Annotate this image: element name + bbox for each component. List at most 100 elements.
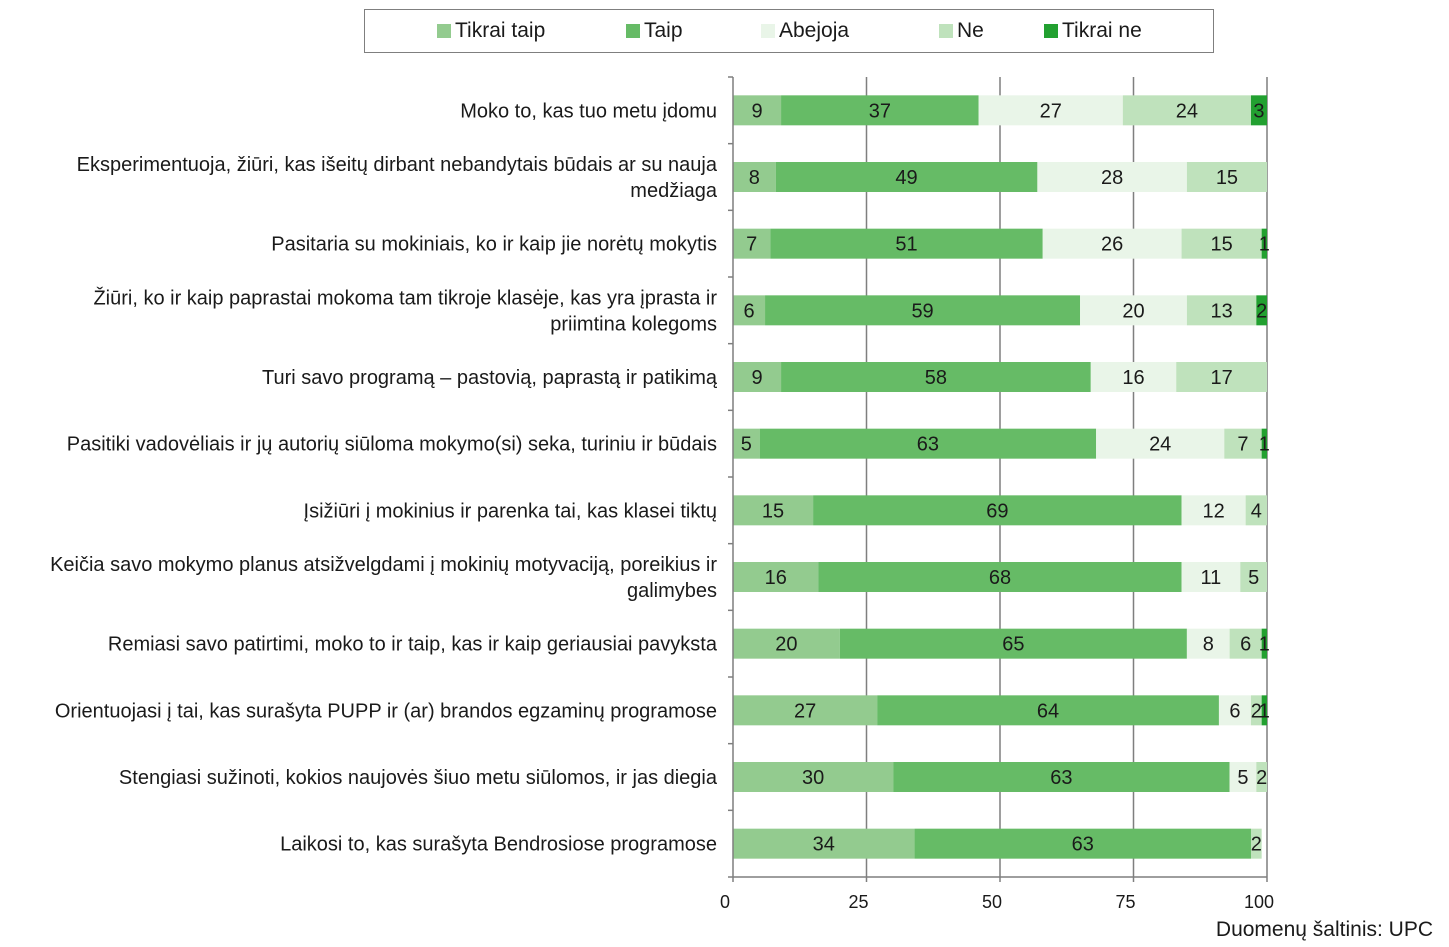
bar-segment [1042, 228, 1182, 259]
bar-segment [1256, 762, 1267, 792]
category-label: Moko to, kas tuo metu įdomu [460, 100, 717, 122]
bar-segment [1176, 362, 1267, 392]
data-label: 2 [1256, 767, 1267, 789]
bar-segment [770, 228, 1043, 259]
legend-label: Taip [644, 19, 683, 42]
data-label: 59 [911, 300, 933, 322]
bar-segment [893, 762, 1230, 792]
legend-item-abejoja: Abejoja [761, 19, 850, 42]
chart-legend: Tikrai taip Taip Abejoja Ne Tikrai ne [364, 9, 1214, 53]
bar-segment [1229, 628, 1262, 659]
source-note: Duomenų šaltinis: UPC [1215, 918, 1433, 941]
bar-segment [1080, 295, 1187, 326]
data-label: 5 [1248, 567, 1259, 589]
bar-segment [733, 495, 814, 526]
x-tick-label: 50 [982, 892, 1002, 912]
bar-segment [1250, 695, 1262, 726]
data-label: 4 [1251, 500, 1262, 522]
bar-segment [1240, 562, 1267, 592]
bar-segment [1037, 162, 1187, 192]
legend-label: Tikrai ne [1062, 19, 1142, 42]
data-label: 58 [925, 367, 947, 389]
data-label: 30 [802, 767, 824, 789]
bar-segment [1186, 628, 1230, 659]
data-label: 3 [1253, 100, 1264, 122]
category-label: Įsižiūri į mokinius ir parenka tai, kas … [304, 500, 717, 522]
category-label: Žiūri, ko ir kaip paprastai mokoma tam t… [93, 286, 717, 335]
category-label: Laikosi to, kas surašyta Bendrosiose pro… [280, 834, 717, 856]
data-label: 49 [895, 167, 917, 189]
data-label: 1 [1259, 634, 1270, 656]
bar-segment [1224, 428, 1262, 459]
bar-segment [765, 295, 1081, 326]
data-label: 24 [1149, 434, 1171, 456]
category-label: Remiasi savo patirtimi, moko to ir taip,… [108, 634, 718, 656]
legend-label: Abejoja [779, 19, 850, 42]
data-label: 34 [813, 834, 835, 856]
bar-segment [914, 828, 1251, 859]
legend-swatch [761, 24, 775, 38]
x-tick-label: 100 [1244, 892, 1274, 912]
data-label: 63 [1050, 767, 1072, 789]
bar-segment [1229, 762, 1257, 792]
data-label: 20 [1122, 300, 1144, 322]
data-label: 15 [1216, 167, 1238, 189]
bar-segment [733, 362, 782, 392]
bar-segment [1261, 228, 1267, 259]
data-label: 1 [1259, 234, 1270, 256]
data-label: 2 [1251, 700, 1262, 722]
data-label: 7 [746, 234, 757, 256]
x-tick-label: 75 [1115, 892, 1135, 912]
data-label: 68 [989, 567, 1011, 589]
bar-segment [781, 95, 979, 126]
bar-segment [1261, 628, 1267, 659]
bar-segment [1090, 362, 1177, 392]
data-label: 5 [741, 434, 752, 456]
data-label: 1 [1259, 700, 1270, 722]
bar-segment [1122, 95, 1251, 126]
data-label: 20 [775, 634, 797, 656]
category-label: Keičia savo mokymo planus atsižvelgdami … [50, 554, 717, 602]
data-label: 5 [1237, 767, 1248, 789]
data-label: 63 [917, 434, 939, 456]
bar-segment [733, 428, 760, 459]
bar-segment [839, 628, 1187, 659]
legend-label: Tikrai taip [455, 19, 546, 42]
category-label: Orientuojasi į tai, kas surašyta PUPP ir… [55, 700, 717, 722]
data-label: 2 [1256, 300, 1267, 322]
data-label: 51 [895, 234, 917, 256]
bar-segment [1181, 228, 1262, 259]
bar-segment [1261, 428, 1267, 459]
legend-swatch [1044, 24, 1058, 38]
category-label: Stengiasi sužinoti, kokios naujovės šiuo… [119, 767, 718, 789]
bar-segment [733, 762, 894, 792]
bar-segment [1245, 495, 1267, 526]
legend-item-taip: Taip [626, 19, 683, 42]
data-label: 69 [986, 500, 1008, 522]
bar-segment [1181, 562, 1241, 592]
bar-segment [813, 495, 1182, 526]
legend-label: Ne [957, 19, 984, 42]
data-label: 12 [1202, 500, 1224, 522]
bar-segment [733, 695, 878, 726]
data-label: 63 [1072, 834, 1094, 856]
data-label: 1 [1259, 434, 1270, 456]
data-label: 16 [1122, 367, 1144, 389]
bar-segment [1181, 495, 1246, 526]
bar-segment [1186, 162, 1267, 192]
bar-segment [1250, 828, 1262, 859]
legend-swatch [437, 24, 451, 38]
x-tick-label: 0 [720, 892, 730, 912]
bar-segment [1096, 428, 1225, 459]
data-label: 27 [794, 700, 816, 722]
data-label: 8 [749, 167, 760, 189]
data-label: 9 [751, 100, 762, 122]
data-label: 13 [1210, 300, 1232, 322]
bar-segment [1256, 295, 1267, 326]
legend-swatch [626, 24, 640, 38]
data-label: 6 [743, 300, 754, 322]
category-label: Eksperimentuoja, žiūri, kas išeitų dirba… [77, 154, 718, 202]
data-label: 15 [762, 500, 784, 522]
category-label: Pasitaria su mokiniais, ko ir kaip jie n… [271, 234, 717, 256]
